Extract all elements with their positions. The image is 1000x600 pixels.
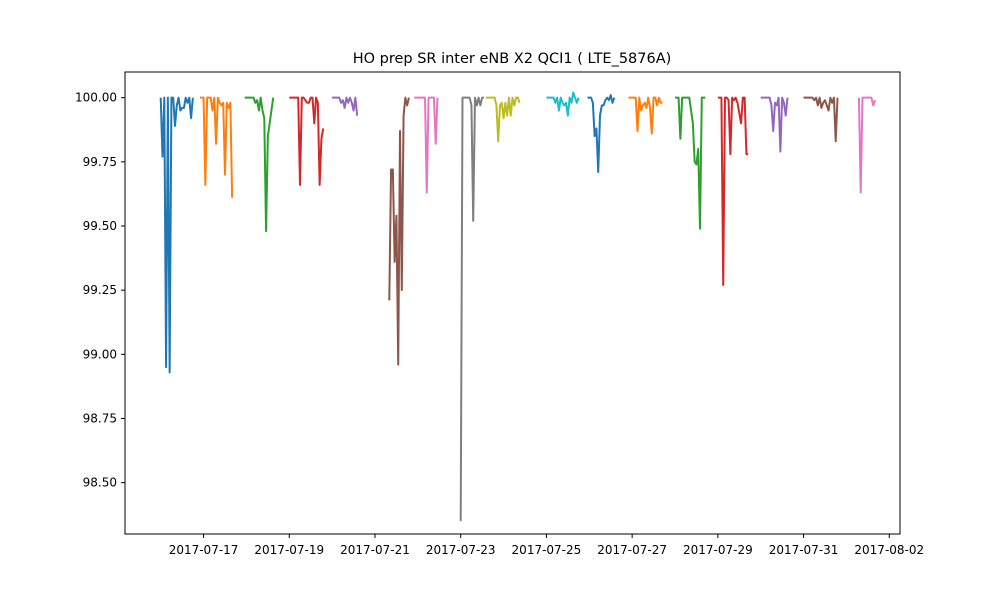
series-line-13 [675, 96, 706, 230]
series-line-5 [332, 96, 359, 116]
plot-frame [124, 71, 901, 535]
series-line-17 [857, 96, 876, 194]
series-line-15 [760, 96, 789, 153]
x-tick-label: 2017-07-27 [597, 543, 667, 557]
x-tick-label: 2017-07-31 [769, 543, 839, 557]
x-tick-label: 2017-07-17 [169, 543, 239, 557]
x-tick-label: 2017-07-25 [512, 543, 582, 557]
series-layer [159, 91, 876, 522]
x-tick-label: 2017-07-19 [254, 543, 324, 557]
y-tick-label: 99.75 [83, 155, 117, 169]
series-line-1 [159, 96, 194, 374]
series-line-2 [200, 96, 234, 198]
y-tick-label: 100.00 [75, 91, 117, 105]
x-tick-label: 2017-08-02 [854, 543, 924, 557]
series-line-9 [485, 96, 521, 143]
x-tick-label: 2017-07-29 [683, 543, 753, 557]
x-axis: 2017-07-17 2017-07-19 2017-07-21 2017-07-23… [169, 534, 924, 557]
series-line-6 [388, 96, 410, 366]
x-tick-label: 2017-07-21 [340, 543, 410, 557]
series-line-11 [587, 94, 616, 174]
series-line-14 [717, 96, 749, 287]
chart-title: HO prep SR inter eNB X2 QCI1 ( LTE_5876A… [353, 51, 672, 67]
x-tick-label: 2017-07-23 [426, 543, 496, 557]
y-tick-label: 98.50 [83, 476, 117, 490]
y-tick-label: 99.50 [83, 219, 117, 233]
series-line-12 [628, 96, 663, 135]
series-line-4 [289, 96, 325, 186]
y-tick-label: 98.75 [83, 412, 117, 426]
series-line-16 [803, 96, 839, 143]
y-tick-label: 99.00 [83, 347, 117, 361]
series-line-10 [546, 91, 580, 117]
series-line-7 [414, 96, 439, 194]
y-axis: 98.50 98.75 99.00 99.25 99.50 99.75 100.00 [75, 91, 125, 490]
series-line-8 [459, 96, 484, 522]
series-line-3 [244, 96, 275, 233]
y-tick-label: 99.25 [83, 283, 117, 297]
